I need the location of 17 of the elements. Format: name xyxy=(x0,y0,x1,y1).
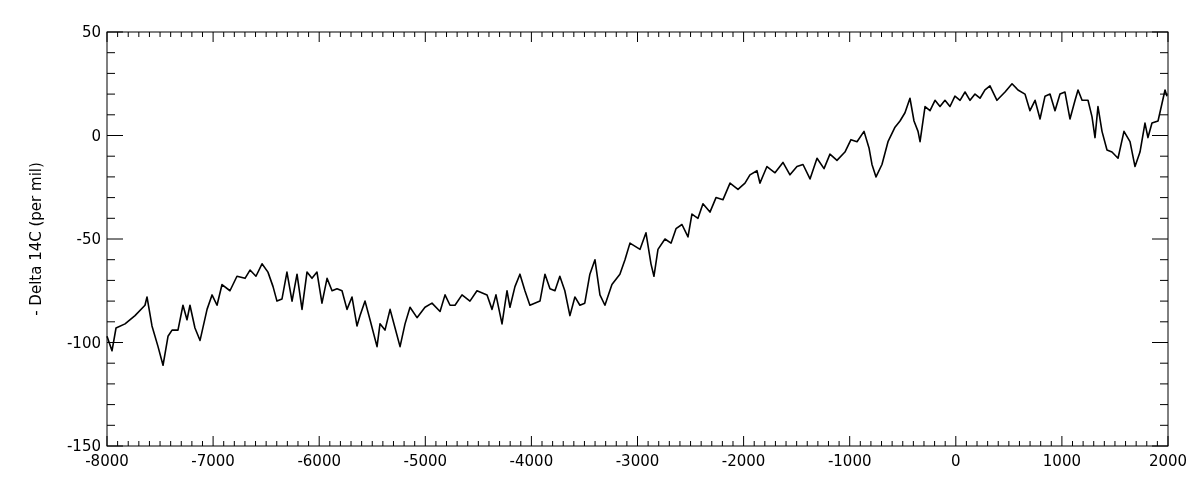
x-tick-label: -8000 xyxy=(85,452,129,470)
y-tick-label: -100 xyxy=(66,333,101,352)
y-tick-label: -150 xyxy=(66,437,101,455)
x-tick-label: -1000 xyxy=(827,452,872,470)
y-axis-title: - Delta 14C (per mil) xyxy=(27,162,45,316)
x-tick-label: -5000 xyxy=(403,452,448,470)
x-tick-label: -2000 xyxy=(721,452,766,470)
x-tick-label: -7000 xyxy=(191,452,235,470)
y-tick-label: 50 xyxy=(81,23,101,41)
x-tick-label: 2000 xyxy=(1148,452,1188,470)
x-tick-label: 1000 xyxy=(1042,452,1081,470)
x-tick-label: 0 xyxy=(951,452,961,470)
y-tick-label: -50 xyxy=(76,230,101,248)
y-tick-label: 0 xyxy=(91,126,101,145)
x-tick-label: -6000 xyxy=(297,452,341,470)
x-tick-label: -4000 xyxy=(509,452,554,470)
x-tick-label: -3000 xyxy=(615,452,660,470)
